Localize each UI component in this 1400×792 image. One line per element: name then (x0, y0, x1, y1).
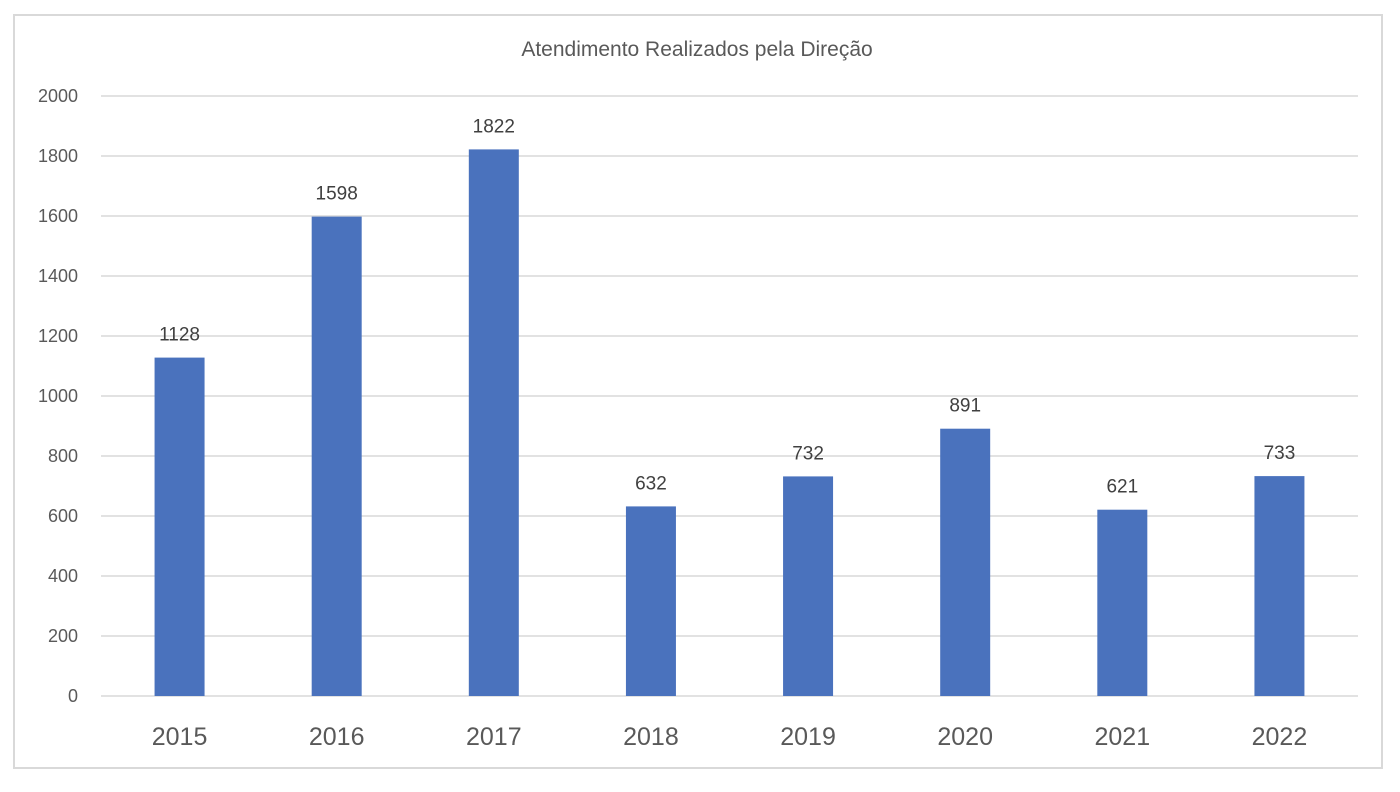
y-tick-label: 400 (48, 566, 78, 586)
x-tick-label: 2020 (937, 723, 993, 751)
bar (625, 506, 676, 696)
y-tick-label: 1000 (38, 386, 78, 406)
y-tick-label: 1200 (38, 326, 78, 346)
data-label: 1598 (316, 184, 358, 205)
data-label: 1128 (159, 325, 200, 346)
y-tick-label: 600 (48, 506, 78, 526)
x-tick-label: 2015 (152, 723, 208, 751)
x-tick-label: 2016 (309, 723, 365, 751)
y-tick-label: 1800 (38, 146, 78, 166)
y-tick-label: 1600 (38, 206, 78, 226)
bar (311, 216, 362, 696)
data-label: 732 (792, 443, 824, 464)
x-tick-label: 2018 (623, 723, 679, 751)
x-tick-label: 2017 (466, 723, 522, 751)
bar (940, 428, 991, 696)
x-tick-label: 2021 (1095, 723, 1151, 751)
data-label: 891 (949, 396, 981, 417)
y-tick-label: 0 (68, 686, 78, 706)
bar (154, 357, 205, 696)
y-tick-label: 2000 (38, 86, 78, 106)
bar (1097, 509, 1148, 696)
data-label: 1822 (473, 116, 515, 137)
chart-title: Atendimento Realizados pela Direção (521, 38, 873, 61)
y-tick-label: 800 (48, 446, 78, 466)
bar (783, 476, 834, 696)
x-tick-label: 2019 (780, 723, 836, 751)
data-label: 632 (635, 473, 667, 494)
bar (1254, 476, 1305, 696)
x-tick-label: 2022 (1252, 723, 1308, 751)
data-label: 733 (1264, 443, 1296, 464)
bar (468, 149, 519, 696)
y-tick-label: 200 (48, 626, 78, 646)
data-label: 621 (1106, 477, 1138, 498)
chart-frame (13, 14, 1383, 769)
y-tick-label: 1400 (38, 266, 78, 286)
